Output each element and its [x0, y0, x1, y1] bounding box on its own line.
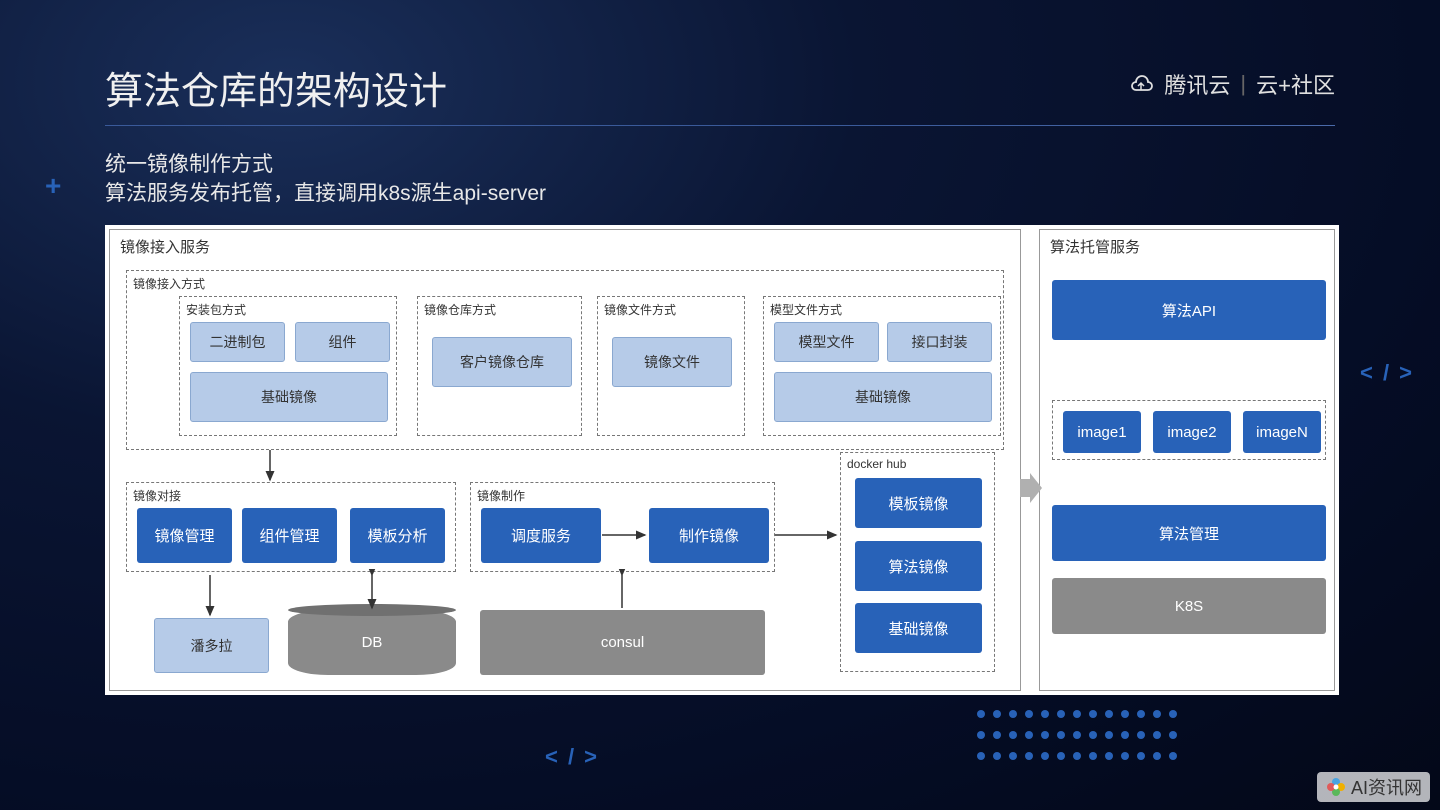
access-group-label: 镜像接入方式	[133, 275, 205, 292]
right-panel-label: 算法托管服务	[1050, 236, 1140, 257]
arrow	[769, 529, 842, 541]
access-subgroup-2-label: 镜像文件方式	[604, 301, 676, 318]
plus-decoration: +	[45, 170, 61, 202]
images-group: image1 image2 imageN	[1052, 400, 1326, 460]
arrow	[366, 569, 378, 614]
docking-group-label: 镜像对接	[133, 487, 181, 504]
community-name: 云+社区	[1256, 68, 1335, 100]
code-decoration-right: < / >	[1360, 360, 1414, 386]
arrow	[596, 529, 651, 541]
cloud-icon	[1128, 74, 1154, 94]
consul-box: consul	[480, 610, 765, 675]
code-decoration-bottom: < / >	[545, 744, 599, 770]
making-group: 镜像制作调度服务制作镜像	[470, 482, 775, 572]
docker-box-0: 模板镜像	[855, 478, 982, 528]
docking-box-2: 模板分析	[350, 508, 445, 563]
light-box-3-1: 接口封装	[887, 322, 992, 362]
making-box-0: 调度服务	[481, 508, 601, 563]
light-box-0-1: 组件	[295, 322, 390, 362]
dots-decoration	[973, 706, 1233, 769]
arrow	[616, 569, 628, 614]
light-box-2-0: 镜像文件	[612, 337, 732, 387]
light-box-3-0: 模型文件	[774, 322, 879, 362]
db-cylinder: DB	[288, 610, 456, 675]
right-panel: 算法托管服务算法API image1 image2 imageN 算法管理 K8S	[1039, 229, 1335, 691]
watermark: AI资讯网	[1317, 772, 1430, 802]
light-box-0-0: 二进制包	[190, 322, 285, 362]
docker-box-2: 基础镜像	[855, 603, 982, 653]
light-box-0-2: 基础镜像	[190, 372, 388, 422]
access-subgroup-3-label: 模型文件方式	[770, 301, 842, 318]
logo-divider: |	[1240, 71, 1246, 97]
left-panel-label: 镜像接入服务	[120, 236, 210, 257]
flower-icon	[1325, 776, 1347, 798]
left-panel: 镜像接入服务镜像接入方式安装包方式二进制包组件基础镜像镜像仓库方式客户镜像仓库镜…	[109, 229, 1021, 691]
access-subgroup-1: 镜像仓库方式客户镜像仓库	[417, 296, 582, 436]
api-box: 算法API	[1052, 280, 1326, 340]
docker-hub-group-label: docker hub	[847, 457, 906, 471]
subtitle-line-2: 算法服务发布托管，直接调用k8s源生api-server	[105, 179, 546, 208]
light-box-1-0: 客户镜像仓库	[432, 337, 572, 387]
docking-box-0: 镜像管理	[137, 508, 232, 563]
access-subgroup-1-label: 镜像仓库方式	[424, 301, 496, 318]
k8s-box: K8S	[1052, 578, 1326, 634]
making-box-1: 制作镜像	[649, 508, 769, 563]
architecture-diagram: 镜像接入服务镜像接入方式安装包方式二进制包组件基础镜像镜像仓库方式客户镜像仓库镜…	[105, 225, 1339, 695]
image-box-2: imageN	[1243, 411, 1321, 453]
docker-box-1: 算法镜像	[855, 541, 982, 591]
access-subgroup-0: 安装包方式二进制包组件基础镜像	[179, 296, 397, 436]
docking-group: 镜像对接镜像管理组件管理模板分析	[126, 482, 456, 572]
arrow	[204, 569, 216, 621]
access-group: 镜像接入方式安装包方式二进制包组件基础镜像镜像仓库方式客户镜像仓库镜像文件方式镜…	[126, 270, 1004, 450]
slide-subtitle: 统一镜像制作方式 算法服务发布托管，直接调用k8s源生api-server	[105, 150, 546, 209]
image-box-1: image2	[1153, 411, 1231, 453]
access-subgroup-0-label: 安装包方式	[186, 301, 246, 318]
access-subgroup-3: 模型文件方式模型文件接口封装基础镜像	[763, 296, 1001, 436]
watermark-text: AI资讯网	[1351, 774, 1422, 800]
docking-box-1: 组件管理	[242, 508, 337, 563]
access-subgroup-2: 镜像文件方式镜像文件	[597, 296, 745, 436]
image-box-0: image1	[1063, 411, 1141, 453]
manage-box: 算法管理	[1052, 505, 1326, 561]
big-arrow	[1020, 473, 1042, 503]
light-box-3-2: 基础镜像	[774, 372, 992, 422]
docker-hub-group: docker hub 模板镜像算法镜像基础镜像	[840, 452, 995, 672]
brand-logo: 腾讯云 | 云+社区	[1128, 68, 1335, 100]
brand-name: 腾讯云	[1164, 68, 1230, 100]
pandora-box: 潘多拉	[154, 618, 269, 673]
subtitle-line-1: 统一镜像制作方式	[105, 150, 546, 179]
arrow	[264, 444, 276, 486]
header-underline	[105, 125, 1335, 126]
making-group-label: 镜像制作	[477, 487, 525, 504]
